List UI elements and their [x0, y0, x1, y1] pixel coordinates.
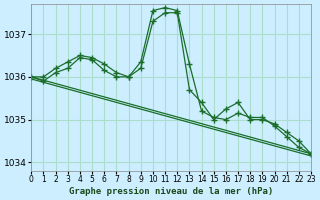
X-axis label: Graphe pression niveau de la mer (hPa): Graphe pression niveau de la mer (hPa)	[69, 187, 273, 196]
